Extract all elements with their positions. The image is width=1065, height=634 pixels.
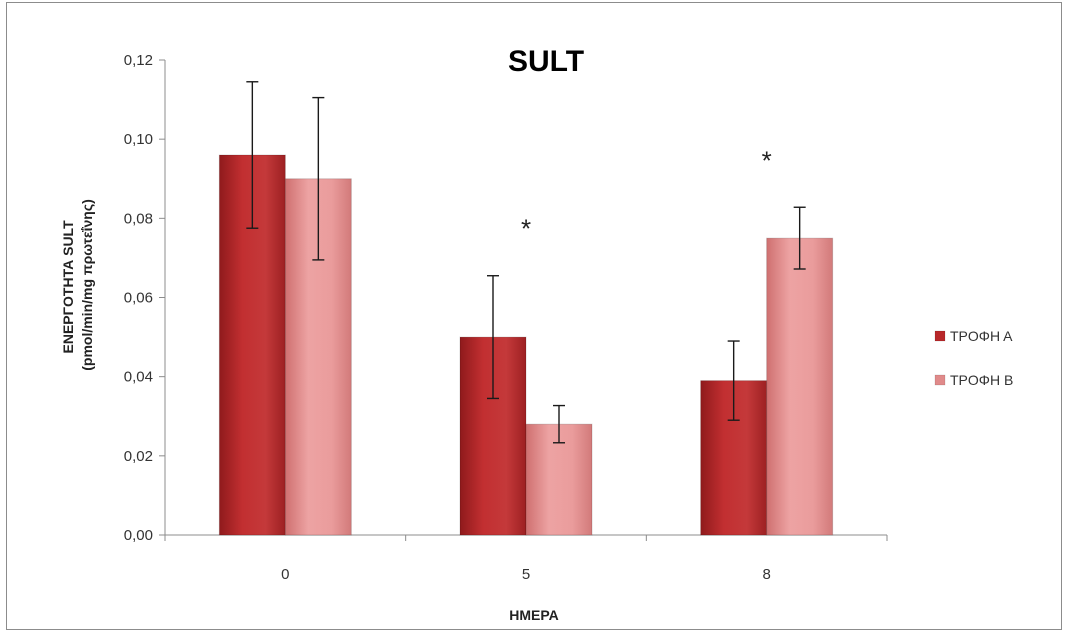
y-tick-label: 0,12 bbox=[124, 52, 153, 69]
significance-marker: * bbox=[762, 145, 772, 175]
legend-label: ΤΡΟΦΗ Α bbox=[950, 328, 1013, 344]
bar bbox=[766, 237, 834, 536]
legend: ΤΡΟΦΗ Α ΤΡΟΦΗ Β bbox=[934, 328, 1013, 388]
y-axis-title-line1: ΕΝΕΡΓΟΤΗΤΑ SULT bbox=[60, 220, 76, 354]
y-tick-label: 0,08 bbox=[124, 210, 153, 227]
y-axis-title-line2: (pmol/min/mg πρωτεΐνης) bbox=[79, 199, 95, 371]
y-axis-title: ΕΝΕΡΓΟΤΗΤΑ SULT (pmol/min/mg πρωτεΐνης) bbox=[60, 199, 95, 371]
y-tick-label: 0,04 bbox=[124, 369, 153, 386]
y-tick-label: 0,02 bbox=[124, 448, 153, 465]
y-tick-label: 0,10 bbox=[124, 131, 153, 148]
x-tick-label: 0 bbox=[281, 566, 289, 583]
x-axis-title: ΗΜΕΡΑ bbox=[509, 607, 559, 623]
significance-marker: * bbox=[521, 214, 531, 244]
chart-frame: SULT ΕΝΕΡΓΟΤΗΤΑ SULT (pmol/min/mg πρωτεΐ… bbox=[6, 2, 1062, 630]
plot-area: 0,00 0,02 0,04 0,06 0,08 0,10 0,12 0 5 8 * * bbox=[124, 52, 888, 583]
y-tick-label: 0,00 bbox=[124, 527, 153, 544]
x-tick-label: 8 bbox=[762, 566, 770, 583]
x-tick-label: 5 bbox=[522, 566, 530, 583]
legend-swatch bbox=[934, 330, 946, 342]
chart-title: SULT bbox=[508, 45, 584, 78]
sult-bar-chart: SULT ΕΝΕΡΓΟΤΗΤΑ SULT (pmol/min/mg πρωτεΐ… bbox=[60, 45, 1013, 623]
y-tick-label: 0,06 bbox=[124, 290, 153, 307]
legend-swatch bbox=[934, 374, 946, 386]
legend-label: ΤΡΟΦΗ Β bbox=[950, 372, 1013, 388]
